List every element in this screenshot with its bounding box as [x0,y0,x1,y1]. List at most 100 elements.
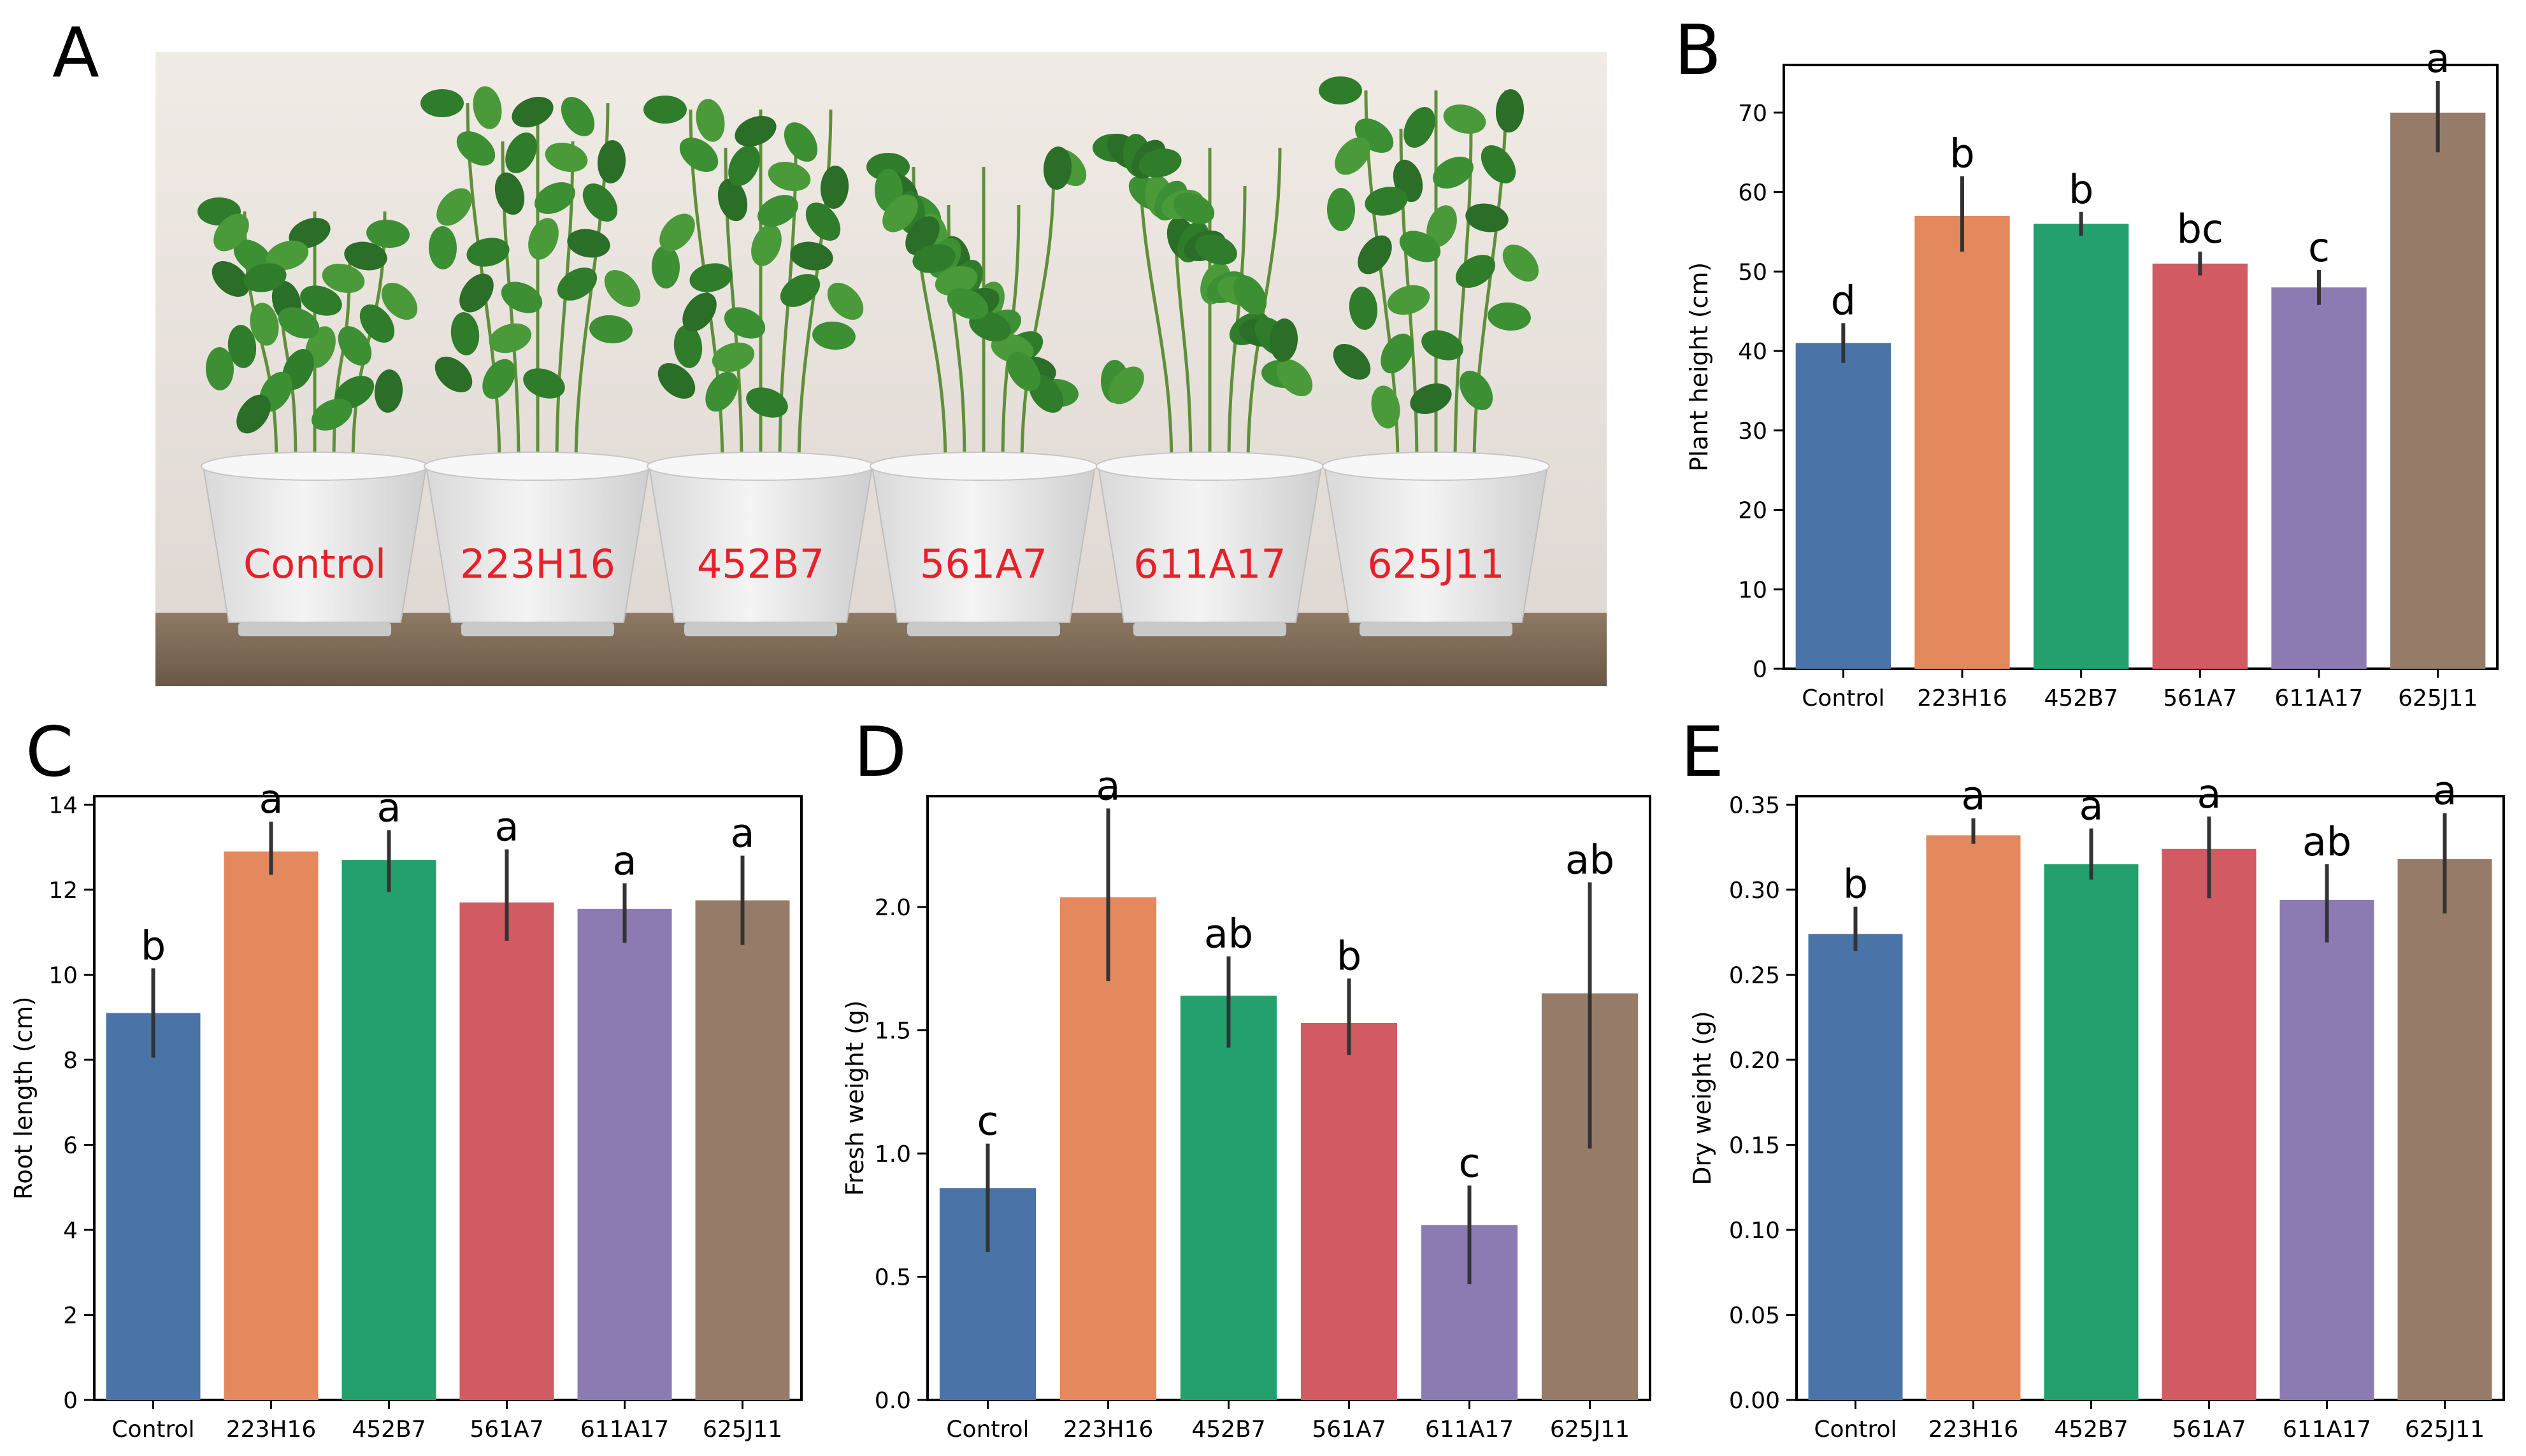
chart-fresh-weight: 0.0 0.5 1.0 1.5 2.0 Fresh weight (g) c Control a… [841,764,1651,1443]
y-tick-label: 20 [1738,498,1767,524]
panel-label-a: A [52,13,99,93]
pot: 561A7 [870,452,1098,636]
pot: 223H16 [424,452,652,636]
bar [1795,343,1891,669]
bar [1059,897,1157,1400]
bar [2390,112,2486,669]
pot: Control [201,452,429,636]
bar [224,851,319,1400]
y-tick-label: 0.10 [1729,1218,1780,1244]
significance-label: a [1962,773,1986,819]
bar [2271,287,2367,669]
pot: 625J11 [1322,452,1550,636]
x-tick-label: Control [111,1417,194,1443]
y-tick-label: 10 [1738,577,1767,603]
y-tick-label: 10 [48,962,78,989]
x-tick-label: 223H16 [1063,1417,1154,1443]
significance-label: b [1843,861,1868,908]
bar [695,900,790,1400]
y-axis-label: Plant height (cm) [1685,262,1713,472]
significance-label: a [495,803,519,850]
x-tick-label: 452B7 [2044,685,2118,711]
bar [2397,859,2492,1400]
y-tick-label: 2 [63,1303,78,1329]
y-tick-label: 1.0 [875,1141,911,1167]
chart-dry-weight: 0.00 0.05 0.10 0.15 0.20 0.25 0.30 0.35 Dry weig… [1688,767,2505,1443]
y-tick-label: 0.25 [1729,962,1780,989]
significance-label: c [977,1098,998,1145]
pot-label: 611A17 [1133,541,1286,587]
x-tick-label: 625J11 [703,1417,782,1443]
y-tick-label: 2.0 [875,895,911,921]
y-tick-label: 0.05 [1729,1303,1780,1329]
panel-label-d: D [854,713,907,792]
x-tick-label: 223H16 [1928,1417,2019,1443]
y-tick-label: 14 [48,792,78,818]
bar [1926,835,2021,1400]
y-tick-label: 60 [1738,180,1767,206]
significance-label: a [613,838,637,884]
x-tick-label: 561A7 [2172,1417,2246,1443]
y-tick-label: 0.0 [875,1388,911,1414]
significance-label: a [2433,767,2457,814]
y-tick-label: 0.30 [1729,878,1780,904]
y-axis-label: Dry weight (g) [1688,1011,1716,1185]
plant [1093,133,1313,467]
significance-label: c [2308,224,2330,271]
plant [643,96,864,467]
significance-label: b [1949,131,1974,177]
significance-label: a [2426,38,2450,82]
y-tick-label: 0 [1753,657,1767,683]
significance-label: bc [2177,206,2223,252]
x-tick-label: 561A7 [1312,1417,1386,1443]
y-axis-label: Root length (cm) [10,997,38,1200]
bar [341,860,436,1400]
chart-root-length: 0 2 4 6 8 10 12 14 Root length (cm) b Control a 223H… [10,776,803,1443]
bar [2034,224,2129,669]
bar [577,908,672,1400]
x-tick-label: 611A17 [580,1417,669,1443]
significance-label: a [2197,771,2221,817]
y-tick-label: 12 [48,878,78,904]
panel-label-b: B [1674,11,1722,90]
chart-plant-height: 0 10 20 30 40 50 60 70 Plant height (cm) d Control… [1685,38,2499,711]
plant [1319,76,1539,467]
y-tick-label: 30 [1738,418,1767,445]
bar [106,1013,201,1400]
bar [2279,899,2374,1400]
x-tick-label: Control [1802,685,1884,711]
bar [1808,934,1903,1400]
pot: 452B7 [647,452,875,636]
bar [2044,864,2139,1400]
significance-label: a [1096,764,1121,809]
y-tick-label: 1.5 [875,1018,911,1045]
x-tick-label: 561A7 [470,1417,543,1443]
significance-label: a [259,776,283,822]
axes-frame [1795,795,2505,1401]
x-tick-label: 452B7 [1191,1417,1265,1443]
axes-frame [926,795,1651,1401]
x-tick-label: 625J11 [2398,685,2478,711]
bar [1914,216,2010,669]
pot-label: 223H16 [460,541,615,587]
x-tick-label: 223H16 [226,1417,317,1443]
y-tick-label: 8 [63,1048,78,1074]
significance-label: a [731,810,755,856]
y-tick-label: 0.00 [1729,1388,1780,1414]
x-tick-label: Control [1814,1417,1897,1443]
x-tick-label: Control [946,1417,1029,1443]
x-tick-label: 611A17 [1425,1417,1514,1443]
pot-label: Control [243,541,386,587]
x-tick-label: 611A17 [2283,1417,2371,1443]
plant-photo: Control 223H16 452B7 561A7 611A17 625J11 [155,52,1607,686]
significance-label: ab [1565,836,1614,883]
significance-label: d [1831,277,1856,324]
pot-label: 452B7 [697,541,824,587]
y-tick-label: 0 [63,1388,78,1414]
plants-layer [197,76,1539,467]
y-tick-label: 0.20 [1729,1048,1780,1074]
significance-label: a [2079,783,2104,829]
bar [2162,848,2257,1400]
significance-label: b [2069,166,2093,213]
significance-label: ab [1204,911,1253,957]
